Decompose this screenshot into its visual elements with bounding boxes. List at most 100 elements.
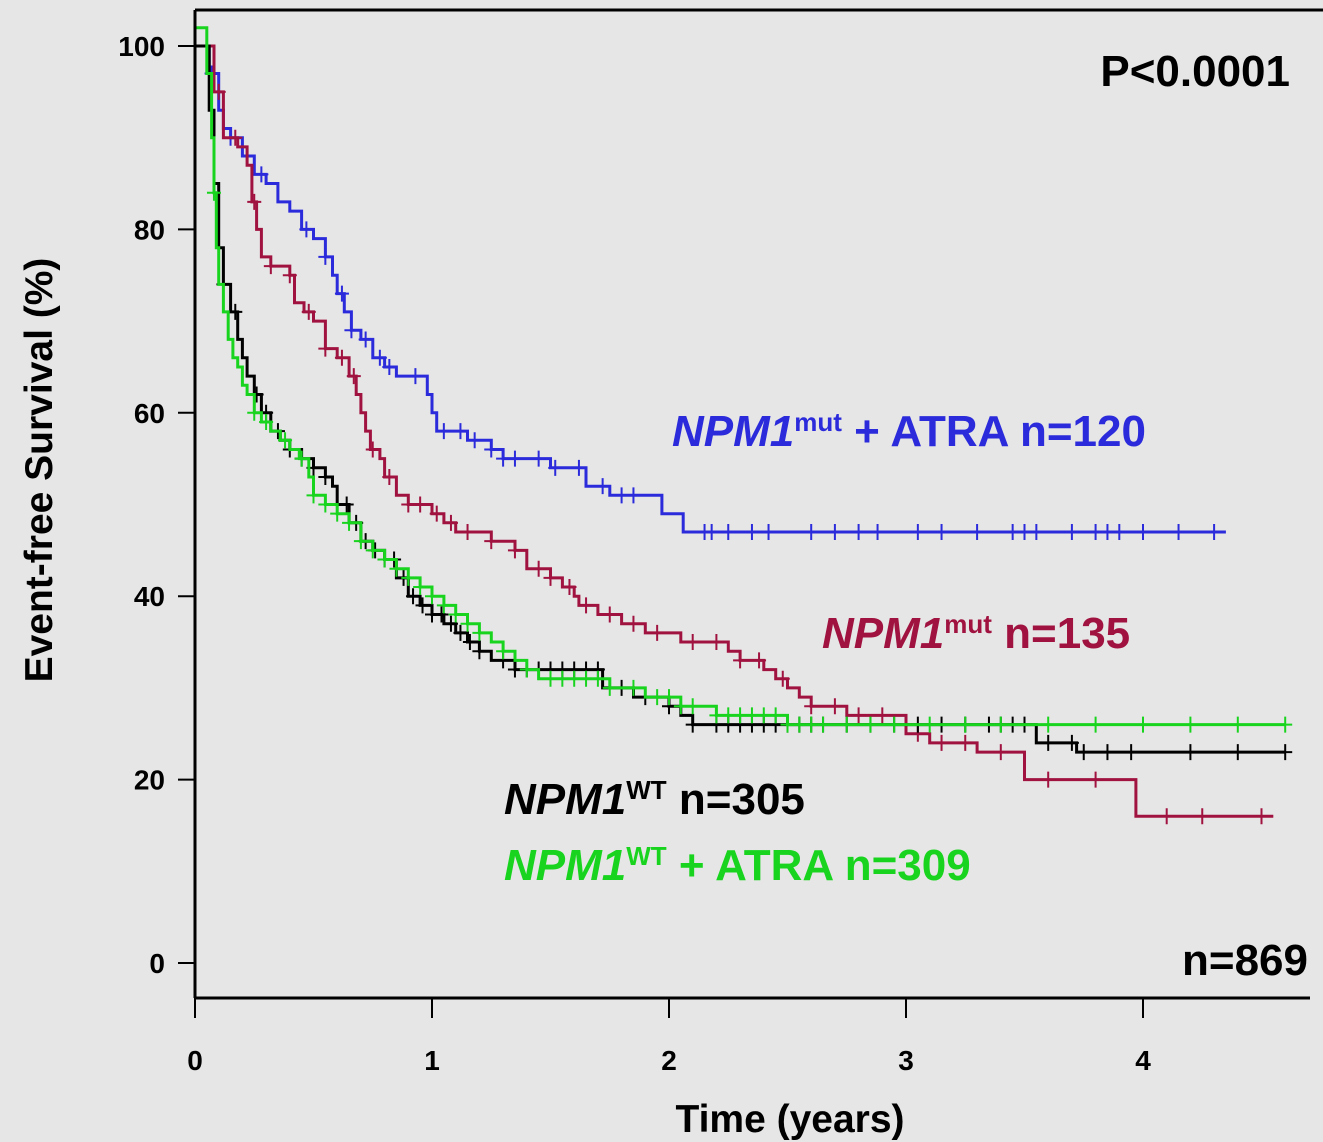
censor-mark	[1005, 524, 1020, 541]
censor-mark	[453, 624, 468, 641]
censor-mark	[382, 358, 397, 375]
censor-mark	[602, 606, 617, 623]
censor-mark	[413, 579, 428, 596]
censor-mark	[993, 744, 1008, 761]
legend-npm1mut-atra: NPM1mut + ATRA n=120	[672, 407, 1146, 456]
censor-mark	[294, 450, 309, 467]
censor-mark	[1207, 524, 1222, 541]
legend-npm1wt-suffix: n=305	[667, 775, 805, 824]
p-value-label: P<0.0001	[1100, 47, 1290, 96]
censor-mark	[595, 478, 610, 495]
censor-mark	[507, 450, 522, 467]
censor-mark	[579, 597, 594, 614]
censor-mark	[685, 634, 700, 651]
censor-mark	[334, 285, 349, 302]
censor-mark	[934, 734, 949, 751]
censor-mark	[1017, 524, 1032, 541]
censor-mark	[602, 679, 617, 696]
censor-mark	[1278, 716, 1293, 733]
censor-mark	[543, 569, 558, 586]
censor-mark	[650, 689, 665, 706]
censor-mark	[507, 542, 522, 559]
censor-mark	[744, 524, 759, 541]
censor-mark	[1136, 524, 1150, 541]
censor-mark	[330, 505, 345, 522]
censor-mark	[247, 193, 262, 210]
censor-mark	[579, 670, 594, 687]
censor-mark	[1112, 524, 1127, 541]
censor-mark	[548, 459, 563, 476]
censor-mark	[922, 716, 937, 733]
censor-mark	[768, 707, 783, 724]
censor-mark	[1183, 716, 1198, 733]
censor-mark	[934, 524, 949, 541]
censor-mark	[851, 707, 866, 724]
censor-mark	[780, 716, 795, 733]
censor-mark	[1041, 771, 1056, 788]
censor-mark	[1088, 771, 1103, 788]
plot-area	[195, 26, 1293, 825]
censor-mark	[567, 670, 582, 687]
axes	[193, 8, 1323, 1000]
x-axis-title: Time (years)	[675, 1098, 904, 1141]
censor-mark	[543, 670, 558, 687]
censor-mark	[792, 716, 807, 733]
censor-mark	[650, 624, 665, 641]
censor-mark	[467, 432, 482, 449]
survival-curve-0	[195, 44, 1226, 534]
censor-mark	[472, 624, 487, 641]
censor-mark	[282, 267, 297, 284]
censor-mark	[460, 615, 475, 632]
censor-mark	[496, 450, 511, 467]
censor-mark	[443, 615, 458, 632]
censor-mark	[756, 707, 771, 724]
y-tick-label: 80	[134, 214, 165, 245]
censor-mark	[571, 459, 586, 476]
censor-mark	[247, 404, 262, 421]
censor-mark	[970, 524, 985, 541]
censor-mark	[1230, 744, 1245, 761]
censor-mark	[709, 634, 724, 651]
censor-mark	[389, 560, 404, 577]
censor-mark	[626, 487, 641, 504]
censor-mark	[1100, 744, 1115, 761]
legend-npm1mut-atra-suffix: + ATRA n=120	[842, 407, 1146, 456]
censor-mark	[448, 606, 463, 623]
censor-mark	[318, 248, 333, 265]
censor-mark	[1254, 808, 1269, 825]
legend-npm1wt-atra-gene: NPM1	[504, 841, 626, 890]
censor-mark	[353, 533, 368, 550]
censor-mark	[752, 652, 767, 669]
censor-mark	[372, 349, 387, 366]
censor-mark	[436, 423, 451, 440]
censor-mark	[851, 524, 866, 541]
censor-mark	[1064, 524, 1079, 541]
censor-mark	[721, 707, 736, 724]
censor-mark	[365, 441, 380, 458]
legend-npm1mut: NPM1mut n=135	[822, 609, 1130, 658]
censor-mark	[401, 496, 416, 513]
censor-mark	[1041, 734, 1056, 751]
censor-mark	[484, 533, 499, 550]
censor-mark	[1088, 716, 1103, 733]
censor-mark	[1064, 734, 1079, 751]
censor-mark	[709, 707, 724, 724]
legend-npm1mut-sup: mut	[944, 609, 992, 639]
censor-mark	[228, 303, 243, 320]
censor-mark	[306, 487, 321, 504]
censor-mark	[804, 716, 819, 733]
y-tick-label: 100	[118, 31, 165, 62]
censor-mark	[496, 643, 511, 660]
censor-mark	[228, 129, 243, 146]
censor-mark	[507, 661, 522, 678]
x-tick-label: 3	[898, 1045, 914, 1076]
censor-mark	[334, 349, 349, 366]
censor-mark	[472, 643, 487, 660]
censor-mark	[863, 716, 878, 733]
censor-mark	[775, 670, 790, 687]
x-tick-label: 2	[661, 1045, 677, 1076]
censor-mark	[685, 698, 700, 715]
censor-mark	[958, 716, 973, 733]
censor-mark	[342, 514, 357, 531]
legend-npm1wt: NPM1WT n=305	[504, 775, 805, 824]
